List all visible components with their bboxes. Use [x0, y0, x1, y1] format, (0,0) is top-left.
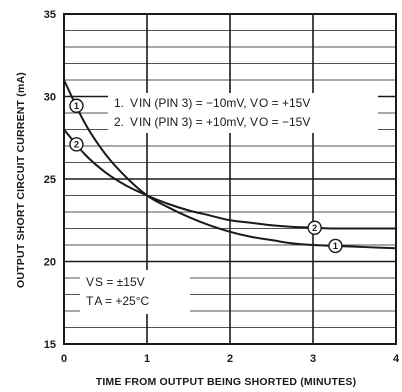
x-tick-label: 2 [227, 353, 233, 365]
conditions: V S = ±15V T A = +25°C [80, 270, 190, 314]
plot-frame [63, 13, 397, 345]
condition-vs: V S = ±15V [86, 275, 145, 289]
curve-marker-label: 1 [74, 101, 79, 111]
legend-box [108, 93, 378, 133]
x-tick-label: 4 [393, 353, 400, 365]
x-tick-label: 3 [310, 353, 316, 365]
legend-entry-1-num: 1. [114, 96, 124, 110]
x-tick-label: 0 [61, 353, 67, 365]
curve-marker-1 [69, 98, 84, 113]
y-axis-label: OUTPUT SHORT CIRCUIT CURRENT (mA) [15, 72, 27, 288]
x-axis-label: TIME FROM OUTPUT BEING SHORTED (MINUTES) [96, 376, 357, 388]
curve-marker-label: 2 [312, 223, 317, 233]
x-tick-label: 1 [144, 353, 150, 365]
y-tick-labels: 15 20 25 30 35 [44, 9, 56, 351]
y-tick-label: 20 [44, 257, 56, 269]
curve-marker-label: 2 [74, 140, 79, 150]
legend-entry-2-text: V IN (PIN 3) = +10mV, V O = −15V [130, 115, 310, 129]
y-tick-label: 15 [44, 339, 56, 351]
curve-marker-2 [307, 220, 322, 235]
conditions-box [80, 270, 190, 314]
curve-markers: 1 2 2 1 [69, 98, 343, 254]
curve-marker-label: 1 [333, 241, 338, 251]
condition-ta: T A = +25°C [86, 294, 150, 308]
y-tick-label: 25 [44, 174, 56, 186]
legend: 1. V IN (PIN 3) = −10mV, V O = +15V 2. V… [108, 93, 378, 133]
x-tick-labels: 0 1 2 3 4 [61, 353, 400, 365]
curve-marker-2 [69, 137, 84, 152]
legend-entry-1-text: V IN (PIN 3) = −10mV, V O = +15V [130, 96, 310, 110]
legend-entry-2-num: 2. [114, 115, 124, 129]
y-tick-label: 35 [44, 9, 56, 21]
series-line-2 [63, 128, 396, 230]
y-tick-label: 30 [44, 92, 56, 104]
curve-marker-1 [328, 238, 343, 254]
